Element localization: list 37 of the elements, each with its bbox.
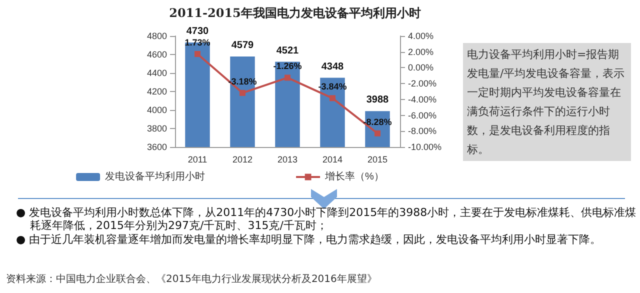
data-label: 4521: [276, 45, 300, 56]
y-tick-label: 3800: [146, 124, 167, 134]
y2-tick-label: -2.00%: [408, 78, 437, 89]
y2-tick-label: 2.00%: [408, 46, 434, 57]
point: [240, 90, 246, 96]
chart-title: 2011-2015年我国电力发电设备平均利用小时: [169, 6, 421, 20]
data-label: 4730: [186, 26, 210, 37]
legend-label: 增长率（%）: [324, 170, 384, 182]
point: [194, 51, 200, 57]
x-tick-label: 2014: [322, 154, 343, 164]
text: 资料来源：中国电力企业联合会、《2015年电力行业发展现状分析及2016年展望》: [6, 272, 377, 286]
data-label: 4579: [231, 40, 254, 51]
y-tick-label: 4400: [146, 68, 167, 78]
y2-tick-label: 0.00%: [408, 62, 434, 73]
y2-tick-label: -6.00%: [408, 110, 437, 120]
point: [374, 130, 380, 136]
y2-tick-label: -4.00%: [408, 94, 437, 104]
x-tick-label: 2013: [277, 154, 298, 164]
point: [284, 74, 290, 81]
text: 电力设备平均利用小时=报告期发电量/平均发电设备容量，表示一定时期内平均发电设备容量在满负荷运行条件下的运行小时数，是发电设备利用程度的指标。: [463, 43, 631, 161]
x-tick-label: 2015: [367, 154, 388, 164]
y-tick-label: 4000: [146, 105, 167, 115]
y-tick-label: 4600: [146, 50, 167, 60]
text: ● 由于近几年装机容量逐年增加而发电量的增长率却明显下降，电力需求趋缓，因此，发电设备平均利用小时显著下降。: [16, 233, 602, 246]
y-tick-label: 4200: [146, 86, 167, 96]
y-tick-label: 3600: [146, 142, 167, 152]
x-tick-label: 2011: [188, 154, 208, 164]
y-tick-label: 4800: [146, 31, 167, 41]
data-label: 3988: [366, 94, 390, 106]
data-label: 4348: [321, 61, 344, 72]
y2-tick-label: -8.00%: [408, 126, 437, 136]
x-tick-label: 2012: [232, 154, 253, 164]
y2-tick-label: 4.00%: [408, 31, 434, 41]
y2-tick-label: -10.00%: [408, 142, 442, 152]
point: [330, 95, 336, 102]
text: ● 发电设备平均利用小时数总体下降，从2011年的4730小时下降到2015年的3988小时，主要在于发电标准煤耗、供电标准煤耗逐年降低，2015年分别为297克/千瓦时、315克/千瓦时；: [16, 206, 638, 232]
legend-label: 发电设备平均利用小时: [105, 170, 206, 182]
